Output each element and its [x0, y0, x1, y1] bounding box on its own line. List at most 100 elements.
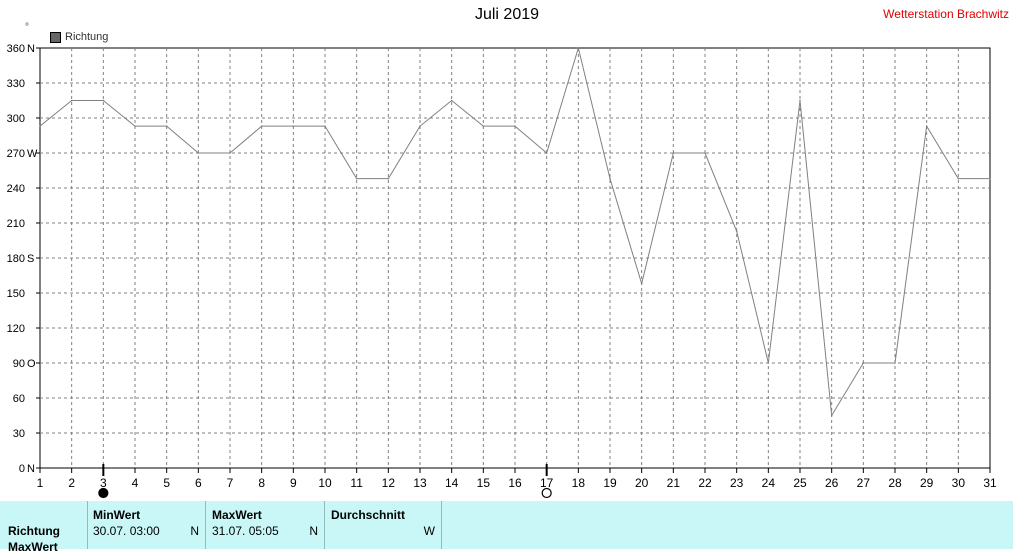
x-tick-label: 9 — [290, 476, 297, 490]
x-tick-label: 17 — [540, 476, 554, 490]
x-tick-label: 20 — [635, 476, 649, 490]
data-point — [894, 362, 896, 364]
y-direction-label: W — [27, 148, 38, 160]
y-tick-label: 150 — [7, 288, 25, 300]
x-tick-label: 11 — [350, 476, 363, 490]
y-direction-label: O — [27, 358, 36, 370]
data-point — [862, 362, 865, 364]
x-tick-label: 27 — [857, 476, 871, 490]
data-point — [260, 125, 263, 127]
data-point — [292, 125, 295, 127]
data-point — [419, 125, 421, 127]
x-tick-label: 5 — [163, 476, 170, 490]
y-tick-label: 300 — [7, 113, 25, 125]
summary-row-label-2: MaxWert — [8, 540, 58, 554]
full-moon-icon — [541, 487, 552, 499]
x-tick-label: 22 — [698, 476, 712, 490]
y-tick-label: 30 — [13, 428, 25, 440]
data-point — [324, 125, 326, 127]
y-tick-label: 330 — [7, 78, 25, 90]
x-tick-label: 14 — [445, 476, 459, 490]
avg-cell: Durchschnitt W — [325, 501, 442, 549]
data-point — [482, 125, 485, 127]
data-point — [197, 152, 200, 154]
y-direction-label: S — [27, 253, 34, 265]
data-point — [39, 125, 41, 127]
data-point — [957, 177, 960, 180]
data-point — [609, 177, 611, 180]
data-point — [102, 99, 105, 102]
x-tick-label: 4 — [132, 476, 139, 490]
new-moon-icon — [98, 487, 109, 499]
data-point — [70, 99, 73, 102]
degree-unit: ° — [25, 22, 29, 33]
data-point — [799, 99, 801, 102]
data-point — [640, 282, 643, 285]
avg-value: W — [423, 524, 435, 538]
chart-title: Juli 2019 — [474, 6, 540, 23]
y-tick-label: 0 — [19, 463, 25, 475]
data-point — [355, 177, 358, 180]
max-cell: MaxWert 31.07. 05:05 N — [206, 501, 325, 549]
y-direction-label: N — [27, 463, 35, 475]
x-tick-label: 31 — [983, 476, 997, 490]
min-cell: MinWert 30.07. 03:00 N — [87, 501, 206, 549]
data-point — [514, 125, 516, 127]
legend-label: Richtung — [65, 31, 109, 43]
data-point — [545, 152, 548, 154]
station-name: Wetterstation Brachwitz — [883, 7, 1009, 21]
x-tick-label: 15 — [477, 476, 491, 490]
data-point — [577, 47, 580, 49]
x-tick-label: 26 — [825, 476, 839, 490]
data-point — [229, 152, 231, 154]
min-value: N — [190, 524, 199, 538]
summary-row-label: Richtung — [8, 524, 60, 538]
data-point — [450, 99, 453, 102]
data-point — [165, 125, 168, 127]
min-time: 30.07. 03:00 — [93, 524, 160, 538]
y-tick-label: 240 — [7, 183, 25, 195]
x-tick-label: 6 — [195, 476, 202, 490]
summary-label-cell: Richtung MaxWert — [0, 501, 88, 554]
x-tick-label: 10 — [318, 476, 332, 490]
x-tick-label: 23 — [730, 476, 744, 490]
chart-legend: Richtung — [50, 31, 108, 43]
data-point — [925, 125, 928, 127]
x-tick-label: 21 — [667, 476, 681, 490]
y-tick-label: 270 — [7, 148, 25, 160]
data-point — [134, 125, 136, 127]
x-tick-label: 29 — [920, 476, 934, 490]
y-tick-label: 60 — [13, 393, 25, 405]
x-tick-label: 16 — [508, 476, 522, 490]
data-point — [704, 152, 706, 154]
y-tick-label: 360 — [7, 43, 25, 55]
data-point — [735, 230, 738, 232]
data-point — [767, 362, 770, 364]
avg-header: Durchschnitt — [331, 508, 406, 522]
min-header: MinWert — [93, 508, 141, 522]
wind-direction-chart: 1 2 3 4 5 6 7 8 9 10 11 12 13 14 15 16 17 18 19 20 21 22 23 24 2… — [7, 43, 997, 499]
max-value: N — [309, 524, 318, 538]
legend-swatch — [50, 31, 61, 43]
data-point — [672, 152, 675, 154]
data-point — [830, 414, 833, 417]
x-tick-label: 7 — [227, 476, 234, 490]
y-tick-label: 90 — [13, 358, 25, 370]
x-tick-label: 12 — [382, 476, 396, 490]
x-tick-label: 30 — [952, 476, 966, 490]
summary-panel: Richtung MaxWert MinWert 30.07. 03:00 N … — [0, 501, 1013, 554]
x-tick-label: 18 — [572, 476, 586, 490]
x-tick-label: 13 — [413, 476, 427, 490]
x-tick-label: 2 — [68, 476, 75, 490]
x-tick-label: 1 — [37, 476, 44, 490]
data-point — [387, 177, 390, 180]
y-tick-label: 210 — [7, 218, 25, 230]
max-header: MaxWert — [212, 508, 262, 522]
x-tick-label: 3 — [100, 476, 107, 490]
x-tick-label: 28 — [888, 476, 902, 490]
data-point — [989, 177, 991, 180]
y-tick-label: 180 — [7, 253, 25, 265]
y-direction-label: N — [27, 43, 35, 55]
x-tick-label: 25 — [793, 476, 807, 490]
max-time: 31.07. 05:05 — [212, 524, 279, 538]
